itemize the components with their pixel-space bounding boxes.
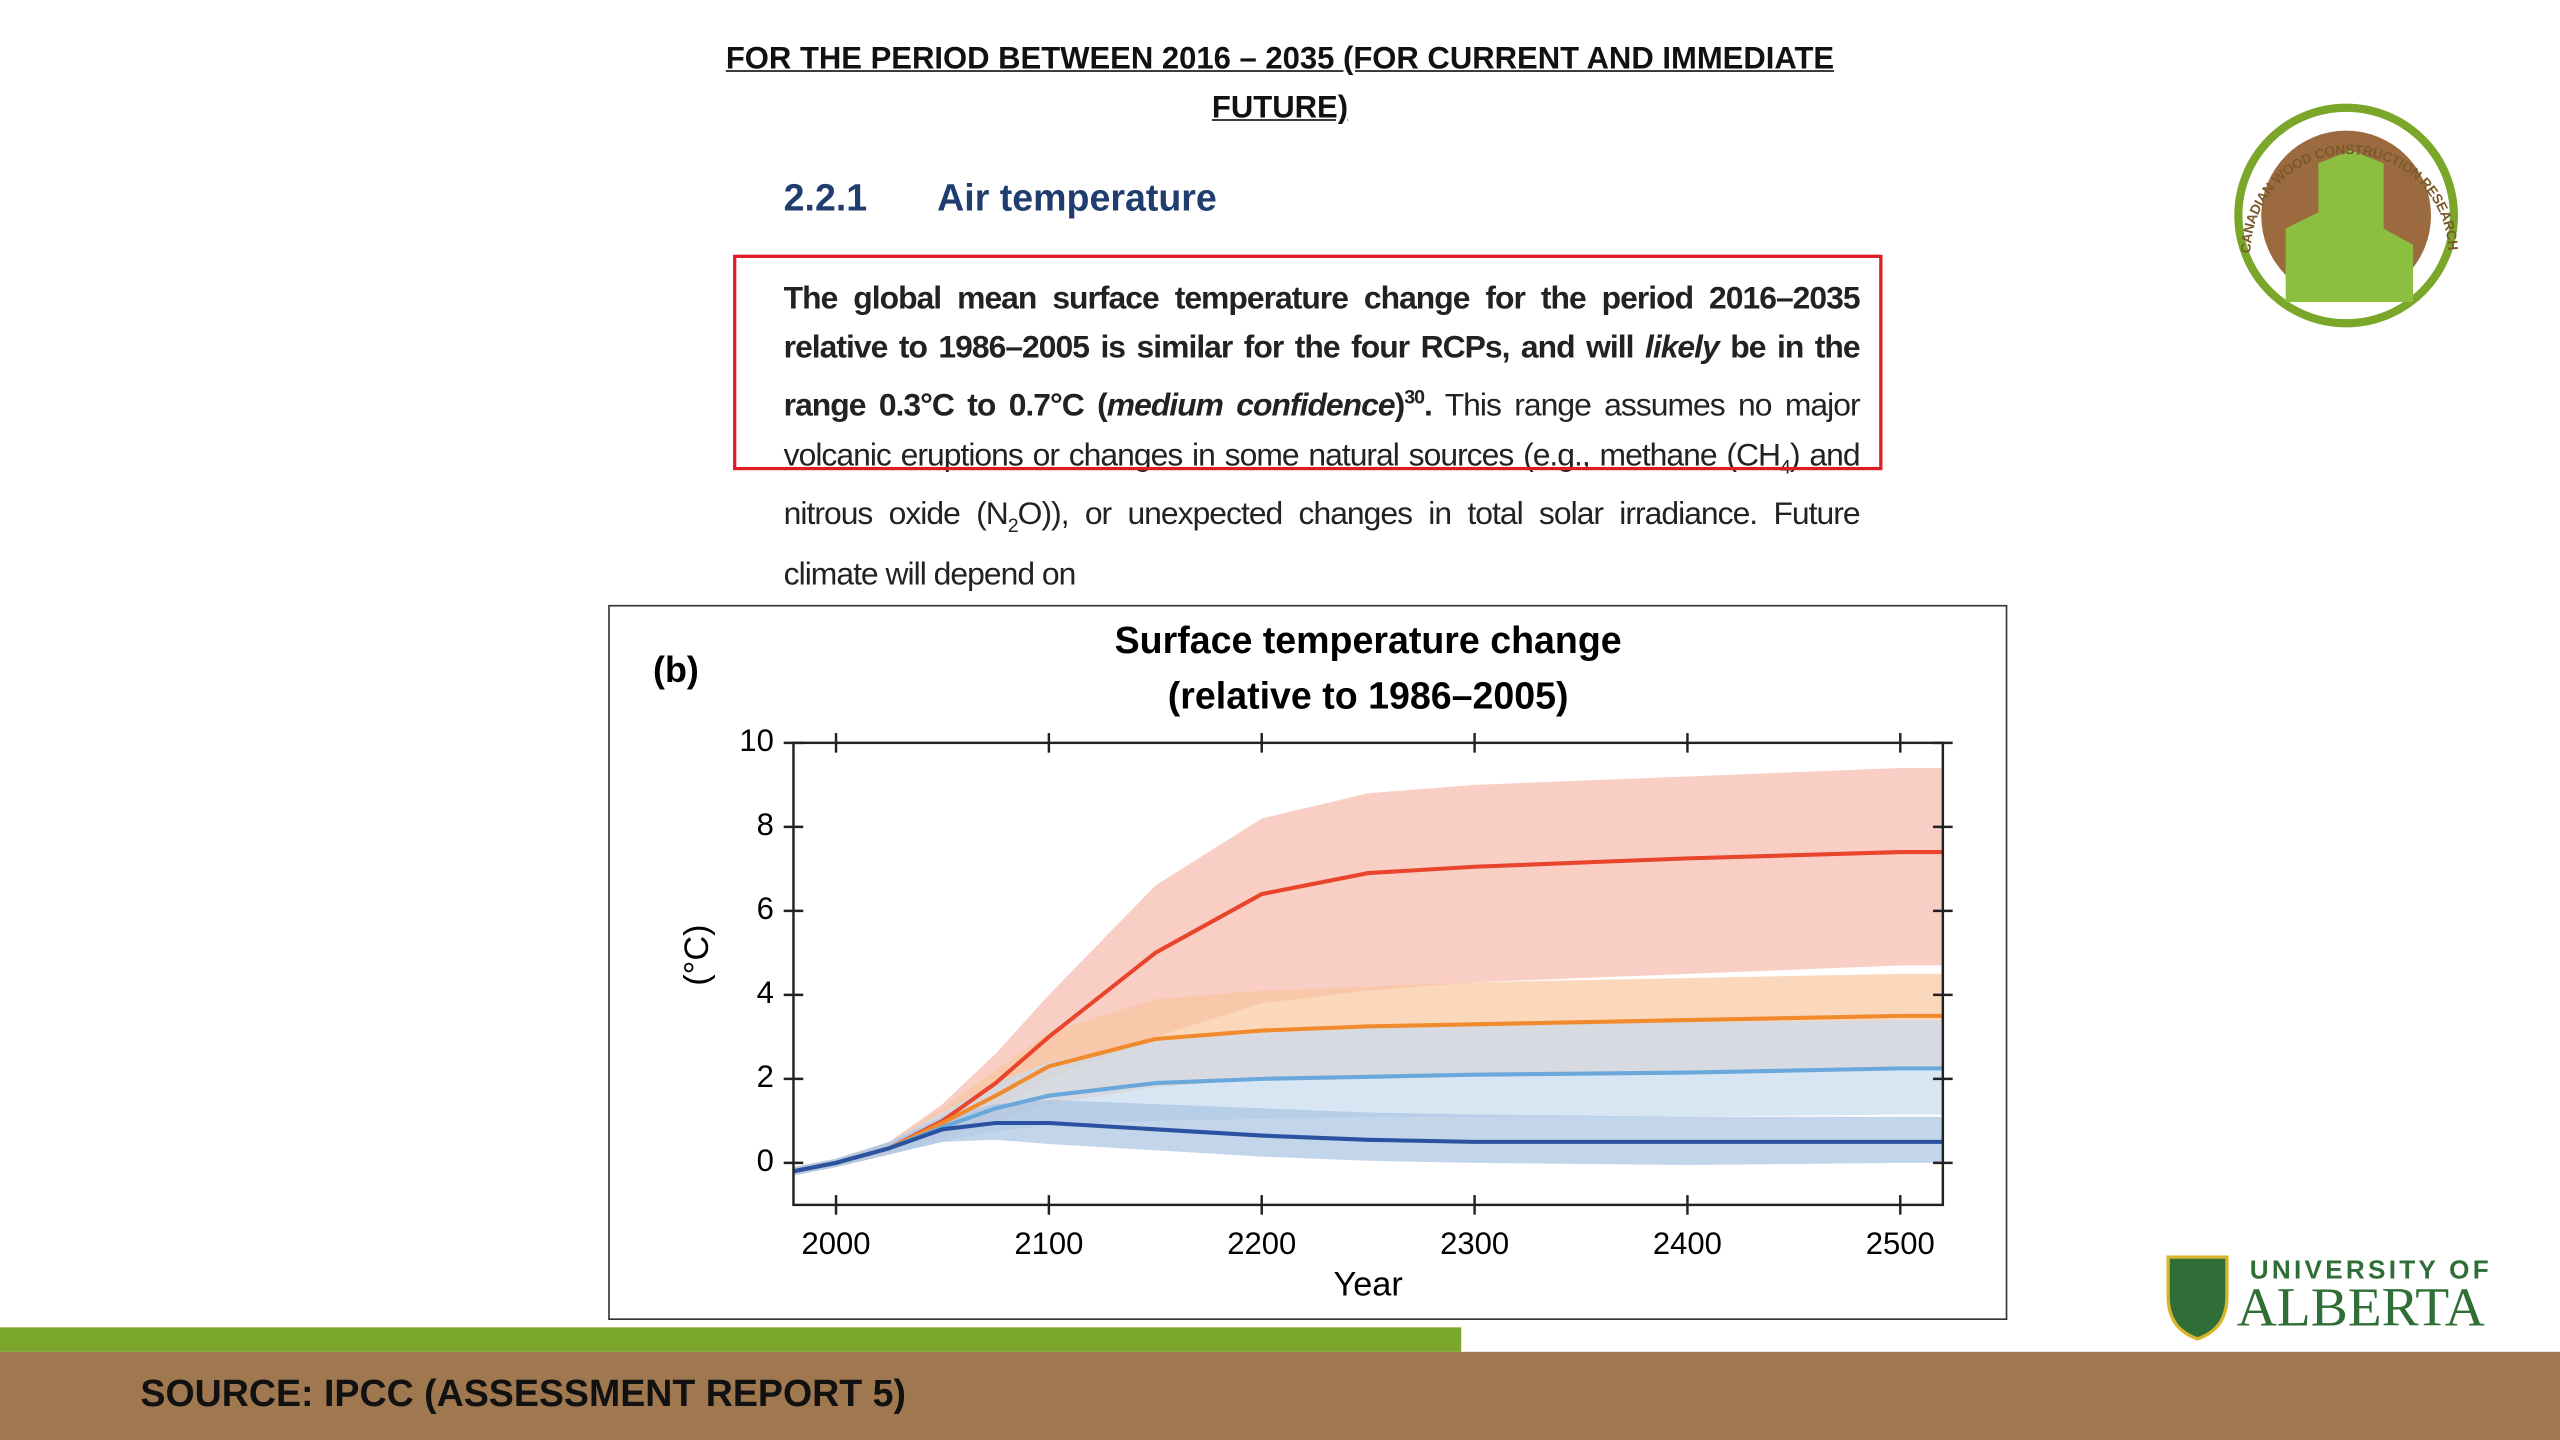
logo-text: ALBERTA [2237, 1277, 2485, 1338]
text: ) [1394, 387, 1406, 424]
text: 2 [1007, 514, 1019, 538]
line [793, 1120, 1943, 1174]
x-tick-label: 2500 [1866, 1226, 1935, 1261]
chart-subtitle: (relative to 1986–2005) [1168, 675, 1569, 717]
logo-text-path: CANADIAN WOOD CONSTRUCTION RESEARCH NETW… [0, 0, 2462, 254]
text: 4 [1780, 454, 1791, 478]
y-tick-label: 2 [757, 1059, 774, 1094]
highlight-box [733, 254, 1883, 471]
axes-frame [792, 741, 1945, 1207]
uncertainty-band [793, 768, 1943, 1176]
plot-area: 0 2 4 6 8 10 2000 2100 2200 2300 2400 2500 [739, 723, 1953, 1261]
text: likely [1644, 329, 1720, 366]
logo-text: UNIVERSITY OF [2250, 1255, 2492, 1285]
footer-bar [0, 1351, 2560, 1440]
heading: FOR THE PERIOD BETWEEN 2016 – 2035 (FOR … [725, 42, 1835, 77]
panel-label: (b) [653, 649, 699, 690]
x-tick-label: 2100 [1014, 1226, 1083, 1261]
text: be in the range 0.3°C to 0.7°C ( [783, 329, 1861, 424]
y-tick-label: 4 [757, 975, 774, 1010]
chart-title: Surface temperature change [1115, 619, 1622, 661]
text: . [1424, 387, 1433, 424]
footnote: 30 [1404, 385, 1425, 409]
accent-bar [0, 1327, 1462, 1352]
section-title: Air temperature [937, 176, 1217, 219]
y-axis-label: (°C) [678, 924, 716, 985]
y-tick-label: 6 [757, 891, 774, 926]
logo-cwc: CANADIAN WOOD CONSTRUCTION RESEARCH NETW… [0, 0, 2462, 328]
y-tick-label: 10 [739, 723, 774, 758]
text: This range assumes no major volcanic eru… [783, 387, 1861, 473]
logo-ualberta: UNIVERSITY OF ALBERTA [2166, 1255, 2492, 1341]
text: The global mean surface temperature chan… [783, 280, 1861, 366]
text: medium confidence [1106, 387, 1396, 424]
y-tick-label: 8 [757, 807, 774, 842]
text: ) and nitrous oxide (N [783, 436, 1861, 533]
y-tick-label: 0 [757, 1143, 774, 1178]
heading: FUTURE) [1211, 91, 1349, 126]
text: O)), or unexpected changes in total sola… [783, 496, 1861, 594]
x-tick-label: 2400 [1653, 1226, 1722, 1261]
x-tick-label: 2300 [1440, 1226, 1509, 1261]
x-axis-label: Year [1334, 1266, 1403, 1304]
x-tick-label: 2200 [1227, 1226, 1296, 1261]
paragraph: The global mean surface temperature chan… [783, 274, 1861, 599]
logo-text: CANADIAN WOOD CONSTRUCTION RESEARCH NETW… [0, 0, 2462, 254]
section-number: 2.2.1 [783, 176, 868, 219]
x-tick-label: 2000 [802, 1226, 871, 1261]
footer-text: SOURCE: IPCC (ASSESSMENT REPORT 5) [140, 1372, 906, 1414]
uncertainty-band [793, 1099, 1943, 1176]
